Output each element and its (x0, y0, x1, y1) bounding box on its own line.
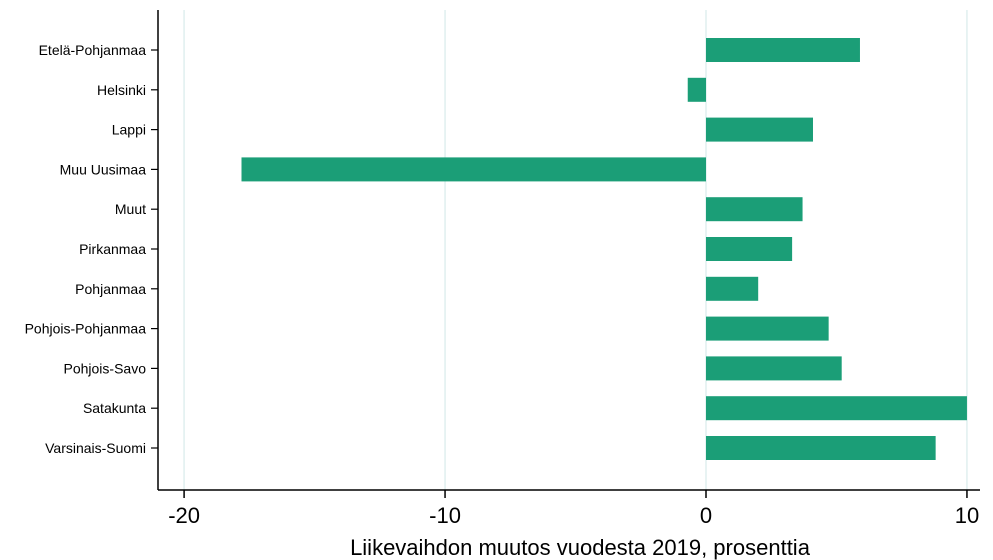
bar (706, 436, 936, 460)
bars (241, 38, 967, 460)
x-axis-title: Liikevaihdon muutos vuodesta 2019, prose… (350, 535, 811, 560)
category-labels: Etelä-Pohjanmaa Helsinki Lappi Muu Uusimaa M… (25, 42, 158, 456)
x-tick-label: 0 (700, 503, 712, 528)
bar (706, 396, 967, 421)
category-label: Etelä-Pohjanmaa (39, 42, 147, 58)
category-label: Pohjois-Savo (64, 360, 147, 376)
category-label: Satakunta (83, 400, 146, 416)
category-label: Muu Uusimaa (60, 161, 147, 177)
x-tick-label: -10 (429, 503, 461, 528)
category-label: Helsinki (97, 82, 146, 98)
x-tick-label: -20 (168, 503, 200, 528)
bar (706, 316, 829, 341)
bar (706, 356, 842, 381)
category-label: Muut (115, 201, 146, 217)
bar (706, 276, 759, 301)
bar (706, 38, 860, 62)
bar (706, 237, 793, 261)
category-label: Pohjois-Pohjanmaa (25, 321, 147, 337)
bar (241, 157, 706, 182)
x-ticks: -20 -10 0 10 (168, 490, 979, 528)
bar (706, 117, 813, 142)
x-tick-label: 10 (955, 503, 979, 528)
category-label: Pirkanmaa (79, 241, 146, 257)
axes (157, 10, 980, 491)
bar (706, 197, 803, 222)
category-label: Pohjanmaa (75, 281, 146, 297)
bar (687, 77, 706, 102)
category-label: Lappi (112, 122, 146, 138)
category-label: Varsinais-Suomi (45, 440, 146, 456)
